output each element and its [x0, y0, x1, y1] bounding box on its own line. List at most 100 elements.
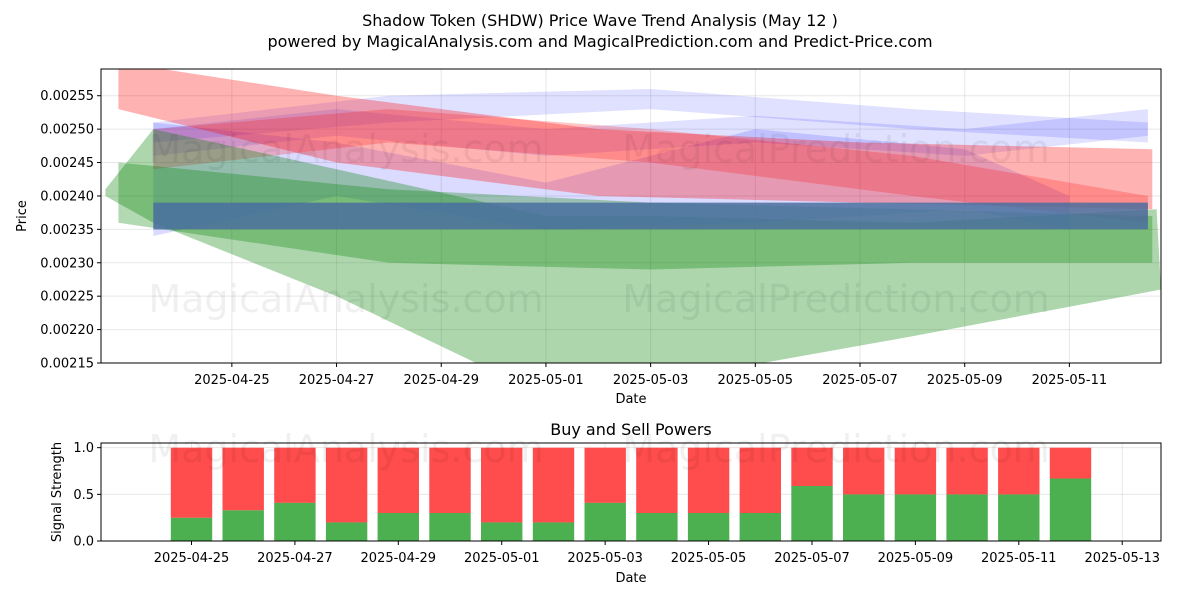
sell-bar — [636, 447, 678, 513]
signal-y-axis-label: Signal Strength — [50, 442, 65, 542]
price-band-red-4 — [153, 109, 1148, 223]
price-y-tick-label: 0.00245 — [40, 156, 94, 171]
price-x-tick-label: 2025-05-09 — [927, 373, 1003, 388]
sell-bar — [843, 447, 885, 495]
signal-x-tick-label: 2025-05-01 — [464, 551, 540, 566]
buy-bar — [636, 513, 678, 541]
price-x-ticks: 2025-04-25 2025-04-27 2025-04-29 2025-05-01… — [194, 363, 1107, 388]
sell-bar — [325, 447, 368, 523]
price-watermarks: MagicalAnalysis.com MagicalPrediction.co… — [148, 127, 1049, 321]
price-y-tick-label: 0.00250 — [40, 123, 94, 138]
buy-bar — [687, 513, 730, 541]
price-band-red-3 — [118, 69, 1153, 210]
sell-bar — [377, 447, 419, 513]
signal-y-ticks: 0.0 0.5 1.0 — [73, 441, 101, 550]
sell-bar — [532, 447, 575, 523]
signal-x-tick-label: 2025-05-05 — [671, 551, 747, 566]
sell-bar — [170, 447, 213, 518]
signal-x-tick-label: 2025-05-03 — [567, 551, 643, 566]
signal-y-tick-label: 1.0 — [73, 441, 94, 456]
price-x-tick-label: 2025-05-07 — [822, 373, 898, 388]
buy-bar — [946, 494, 988, 541]
signal-y-tick-label: 0.0 — [73, 535, 94, 550]
signal-plot-frame — [100, 442, 1162, 542]
sell-bar — [1049, 447, 1092, 479]
price-x-axis-label: Date — [615, 392, 646, 407]
watermark-right-middle: MagicalPrediction.com — [622, 277, 1050, 321]
buy-bar — [429, 513, 471, 541]
signal-chart-title: Buy and Sell Powers — [550, 420, 712, 439]
price-y-tick-label: 0.00255 — [40, 89, 94, 104]
chart-title: Shadow Token (SHDW) Price Wave Trend Ana… — [267, 11, 932, 51]
price-y-tick-label: 0.00225 — [40, 290, 94, 305]
price-x-tick-label: 2025-05-01 — [508, 373, 584, 388]
price-bands — [105, 69, 1161, 363]
price-band-blue-1 — [153, 109, 1148, 156]
sell-bar — [739, 447, 781, 513]
price-x-tick-label: 2025-05-03 — [613, 373, 689, 388]
signal-x-axis-label: Date — [615, 571, 646, 586]
price-y-tick-label: 0.00230 — [40, 256, 94, 271]
chart-title-line2: powered by MagicalAnalysis.com and Magic… — [267, 32, 932, 51]
buy-bar — [377, 513, 419, 541]
signal-panel: Buy and Sell Powers MagicalAnalysis.com … — [50, 420, 1162, 586]
price-y-ticks: 0.00215 0.00220 0.00225 0.00230 0.00235 0.002… — [40, 89, 101, 372]
price-plot-frame — [100, 68, 1162, 364]
buy-bar — [481, 522, 523, 541]
chart-title-line1: Shadow Token (SHDW) Price Wave Trend Ana… — [362, 11, 838, 30]
signal-watermarks: MagicalAnalysis.com MagicalPrediction.co… — [148, 427, 1049, 471]
price-y-axis-label: Price — [15, 200, 30, 232]
price-panel: MagicalAnalysis.com MagicalPrediction.co… — [15, 68, 1162, 407]
buy-bar — [325, 522, 368, 541]
sell-bar — [998, 447, 1040, 495]
watermark-left-top: MagicalAnalysis.com — [148, 127, 543, 171]
sell-bar — [274, 447, 316, 503]
buy-bar — [170, 517, 213, 541]
sell-bar — [791, 447, 833, 486]
signal-x-tick-label: 2025-05-13 — [1084, 551, 1160, 566]
buy-bar — [584, 502, 626, 541]
price-x-tick-label: 2025-05-11 — [1032, 373, 1108, 388]
watermark-right-bottom: MagicalPrediction.com — [622, 427, 1050, 471]
signal-x-tick-label: 2025-04-25 — [154, 551, 230, 566]
price-x-tick-label: 2025-04-27 — [299, 373, 375, 388]
price-x-tick-label: 2025-04-25 — [194, 373, 270, 388]
watermark-right-top: MagicalPrediction.com — [622, 127, 1050, 171]
buy-bar — [894, 494, 937, 541]
sell-bar — [894, 447, 937, 495]
signal-x-tick-label: 2025-04-27 — [257, 551, 333, 566]
price-band-blue-0 — [153, 89, 1148, 143]
price-x-tick-label: 2025-04-29 — [403, 373, 479, 388]
buy-bar — [274, 502, 316, 541]
buy-bar — [739, 513, 781, 541]
signal-x-tick-label: 2025-05-09 — [878, 551, 954, 566]
signal-y-tick-label: 0.5 — [73, 488, 94, 503]
sell-bar — [429, 447, 471, 513]
signal-x-tick-label: 2025-05-11 — [981, 551, 1057, 566]
signal-x-tick-label: 2025-04-29 — [361, 551, 437, 566]
price-band-steel-7 — [153, 202, 1148, 230]
buy-bar — [532, 522, 575, 541]
buy-bar — [222, 510, 264, 541]
sell-bar — [222, 447, 264, 511]
watermark-left-middle: MagicalAnalysis.com — [148, 277, 543, 321]
price-y-tick-label: 0.00215 — [40, 357, 94, 372]
watermark-left-bottom: MagicalAnalysis.com — [148, 427, 543, 471]
price-band-green-6 — [105, 129, 1161, 363]
buy-bar — [998, 494, 1040, 541]
buy-bar — [1049, 478, 1092, 541]
price-y-tick-label: 0.00235 — [40, 223, 94, 238]
buy-bar — [843, 494, 885, 541]
signal-x-tick-label: 2025-05-07 — [774, 551, 850, 566]
signal-x-ticks: 2025-04-25 2025-04-27 2025-04-29 2025-05-01… — [154, 541, 1160, 566]
price-y-tick-label: 0.00240 — [40, 189, 94, 204]
signal-bars — [170, 447, 1092, 541]
sell-bar — [584, 447, 626, 503]
sell-bar — [687, 447, 730, 513]
buy-bar — [791, 485, 833, 541]
sell-bar — [481, 447, 523, 523]
price-x-tick-label: 2025-05-05 — [718, 373, 794, 388]
price-y-tick-label: 0.00220 — [40, 323, 94, 338]
sell-bar — [946, 447, 988, 495]
